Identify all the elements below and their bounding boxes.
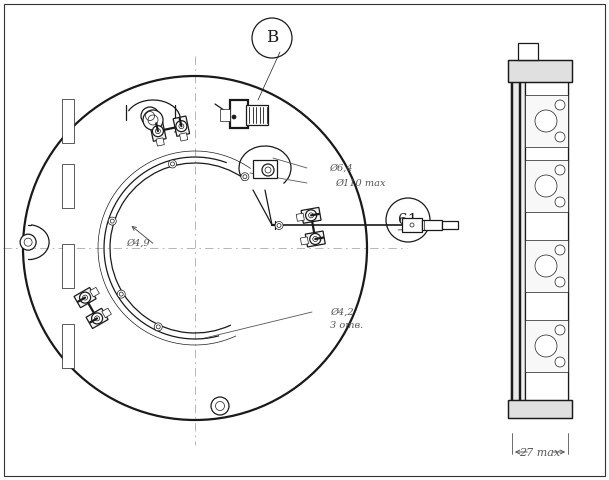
Circle shape (535, 255, 557, 277)
Circle shape (555, 132, 565, 142)
Circle shape (211, 397, 229, 415)
Circle shape (555, 165, 565, 175)
Circle shape (555, 325, 565, 335)
Bar (508, 60, 572, 82)
Text: Ø110 max: Ø110 max (335, 179, 385, 188)
Bar (525, 95, 568, 147)
Bar (62, 164, 74, 208)
Bar (422, 220, 442, 230)
Bar (508, 400, 572, 418)
Bar (512, 80, 520, 405)
Bar (86, 308, 108, 328)
Text: Ø4,2: Ø4,2 (330, 308, 354, 316)
Circle shape (169, 160, 177, 168)
Bar (62, 99, 74, 143)
Circle shape (154, 323, 162, 331)
Bar (520, 75, 525, 410)
Bar (180, 133, 188, 141)
Circle shape (20, 234, 36, 250)
Text: 27 max: 27 max (519, 448, 560, 458)
Text: 3 отв.: 3 отв. (330, 321, 363, 329)
Bar (253, 160, 277, 178)
Bar (220, 109, 230, 121)
Circle shape (152, 126, 163, 137)
Bar (512, 80, 568, 405)
Bar (512, 80, 520, 405)
Bar (173, 116, 189, 136)
Circle shape (91, 313, 102, 324)
Bar (525, 240, 568, 292)
Circle shape (275, 221, 283, 229)
Bar (74, 288, 96, 308)
Bar (402, 218, 422, 232)
Circle shape (310, 233, 321, 244)
Bar (508, 60, 572, 82)
Circle shape (535, 175, 557, 197)
Text: Ø4,9: Ø4,9 (127, 239, 150, 248)
Circle shape (176, 120, 187, 132)
Circle shape (535, 110, 557, 132)
Bar (525, 160, 568, 212)
Bar (62, 324, 74, 368)
Circle shape (80, 292, 91, 303)
Circle shape (555, 277, 565, 287)
Circle shape (555, 100, 565, 110)
Bar (90, 288, 99, 297)
Bar (62, 244, 74, 288)
Bar (296, 213, 304, 221)
Circle shape (141, 107, 159, 125)
Circle shape (555, 197, 565, 207)
Bar (102, 308, 111, 318)
Text: Ø6,4: Ø6,4 (329, 164, 353, 172)
Circle shape (262, 164, 274, 176)
Bar (525, 320, 568, 372)
Bar (246, 105, 268, 125)
Bar (442, 221, 458, 229)
Bar (301, 207, 321, 223)
Circle shape (306, 210, 317, 221)
Circle shape (143, 110, 163, 130)
Circle shape (108, 217, 116, 225)
Circle shape (555, 245, 565, 255)
Bar (300, 237, 309, 245)
Bar (508, 400, 572, 418)
Bar (305, 231, 325, 247)
Circle shape (117, 290, 125, 298)
Bar (230, 100, 248, 128)
Text: B: B (266, 29, 278, 47)
Circle shape (555, 357, 565, 367)
Bar (525, 75, 568, 410)
Bar (156, 138, 164, 146)
Text: 61: 61 (398, 213, 418, 227)
Bar (150, 121, 166, 141)
Circle shape (232, 115, 236, 119)
Circle shape (241, 173, 249, 181)
Circle shape (535, 335, 557, 357)
Bar (518, 43, 538, 60)
